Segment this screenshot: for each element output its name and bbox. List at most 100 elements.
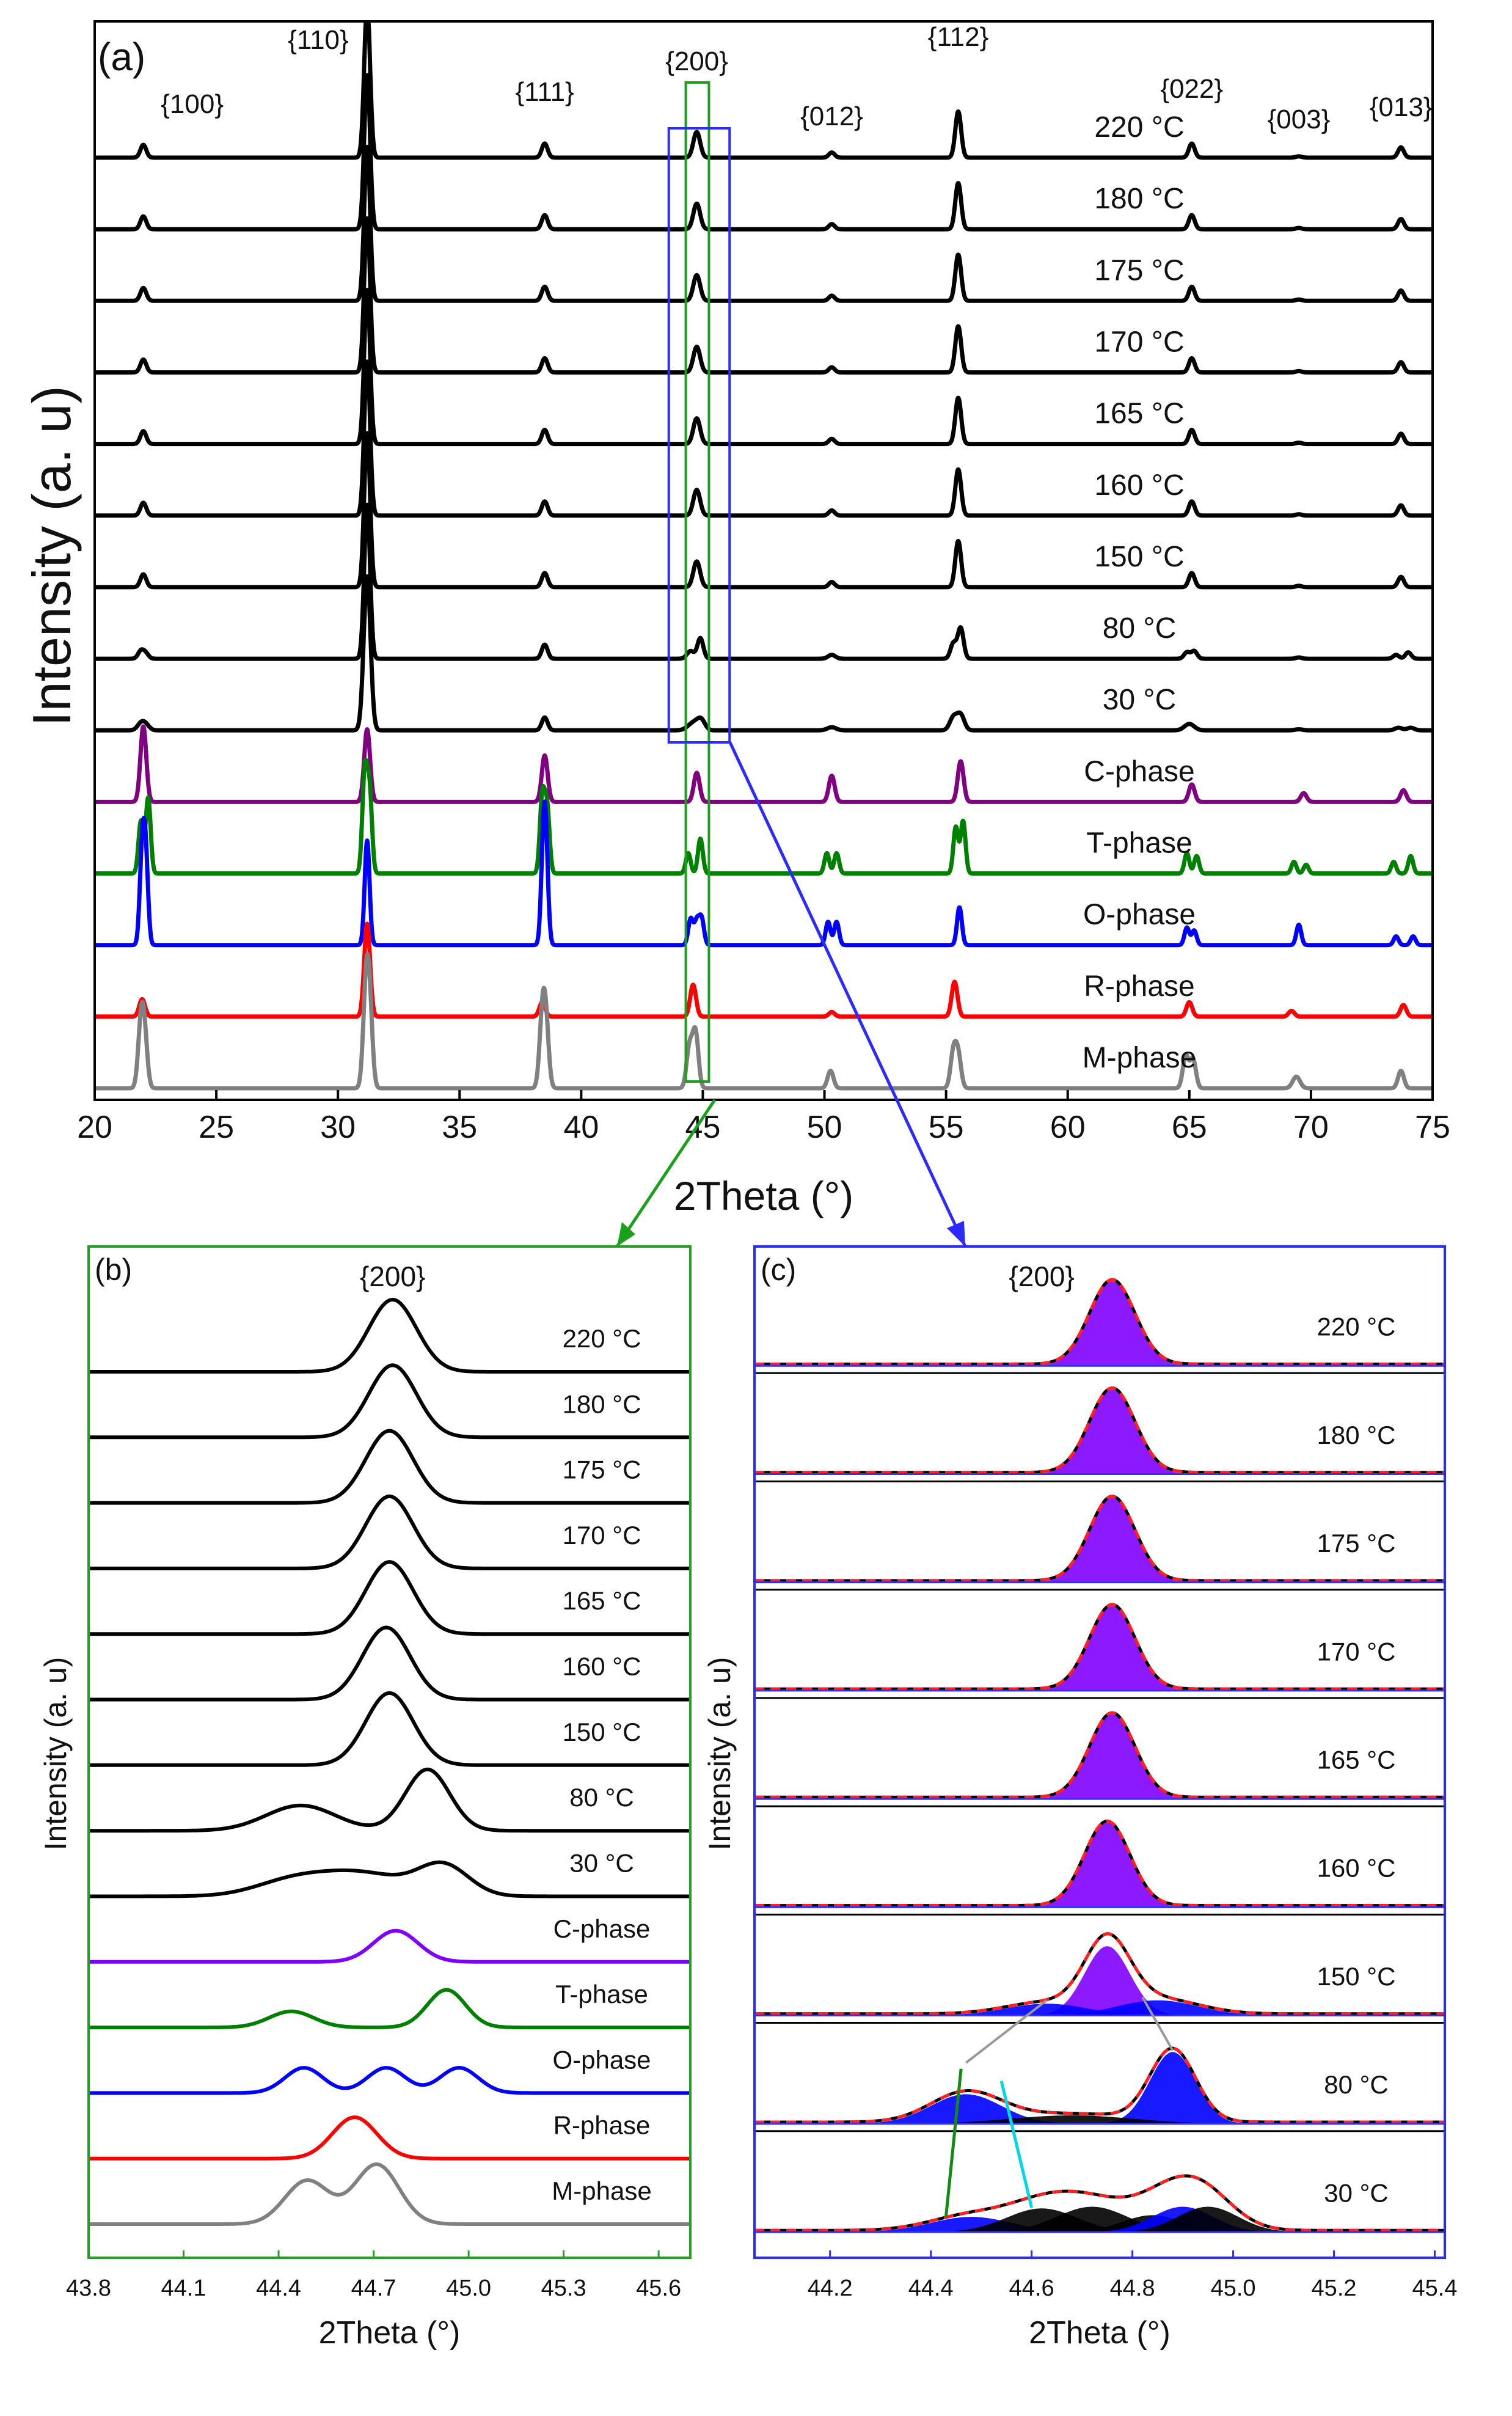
series-label: 80 °C xyxy=(569,1783,634,1812)
series-label: 180 °C xyxy=(1317,1421,1396,1449)
x-tick-label: 45.3 xyxy=(541,2275,586,2301)
panel-b-label: (b) xyxy=(95,1253,132,1287)
x-tick-label: 44.2 xyxy=(808,2275,853,2301)
reflection-label: {110} xyxy=(288,25,349,55)
fit-line xyxy=(754,1386,1445,1474)
series-label: 220 °C xyxy=(1094,111,1184,144)
fit-line xyxy=(754,1603,1445,1691)
x-tick-label: 44.4 xyxy=(908,2275,954,2301)
x-tick-label: 70 xyxy=(1293,1110,1329,1145)
x-tick-label: 45.0 xyxy=(446,2275,491,2301)
series-label: 165 °C xyxy=(563,1586,641,1615)
series-line xyxy=(93,758,1434,876)
series-line xyxy=(87,1429,692,1505)
x-tick-label: 40 xyxy=(563,1110,599,1145)
green-connector-line xyxy=(615,1099,717,1248)
series-label: 175 °C xyxy=(563,1455,641,1484)
series-line xyxy=(93,724,1434,804)
green-zoom-box xyxy=(684,81,710,1083)
series-line xyxy=(87,1363,692,1440)
series-line xyxy=(87,1691,692,1767)
fit-component-cubic xyxy=(754,1823,1445,1908)
panel-b: 220 °C 180 °C 175 °C 170 °C 165 °C 160 °C 150 … xyxy=(38,1245,692,2351)
fit-line xyxy=(754,1711,1445,1799)
fit-component-cubic xyxy=(754,1946,1445,2016)
series-label: O-phase xyxy=(552,2045,651,2074)
y-axis-title: Intensity (a. u) xyxy=(38,1657,73,1851)
series-line xyxy=(93,431,1434,590)
fit-component-tetragonal xyxy=(754,2206,1445,2232)
reflection-label: {022} xyxy=(1160,74,1223,104)
reflection-label: {111} xyxy=(515,77,574,107)
series-label: 165 °C xyxy=(1317,1745,1396,1774)
peak-label: {200} xyxy=(360,1261,425,1292)
series-line xyxy=(93,574,1434,733)
x-tick-label: 45.6 xyxy=(636,2275,681,2301)
x-tick-label: 50 xyxy=(807,1110,842,1145)
series-line xyxy=(93,359,1434,518)
series-label: 150 °C xyxy=(1317,1962,1396,1991)
reflection-label: {200} xyxy=(665,46,728,76)
fit-line xyxy=(754,2046,1445,2124)
series-line xyxy=(93,288,1434,447)
series-label: 175 °C xyxy=(1317,1529,1396,1558)
series-label: M-phase xyxy=(1083,1042,1197,1074)
panel-a: 220 °C 180 °C 175 °C 170 °C 165 °C 160 °C 150 … xyxy=(21,20,1450,1218)
series-label: 170 °C xyxy=(1094,326,1184,358)
series-line xyxy=(93,799,1434,948)
series-label: M-phase xyxy=(552,2176,651,2205)
x-tick-label: 45 xyxy=(685,1110,721,1145)
series-line xyxy=(87,1988,692,2030)
series-label: 180 °C xyxy=(1094,183,1184,215)
series-line xyxy=(87,1494,692,1570)
plot-frame xyxy=(753,1245,1446,2259)
series-label: 30 °C xyxy=(1103,684,1177,716)
fit-component-cubic xyxy=(754,1389,1445,1474)
gray-tracking-arrow xyxy=(1141,1996,1174,2051)
cyan-tracking-arrow xyxy=(999,2081,1034,2208)
series-line xyxy=(87,2162,692,2226)
green-arrowhead xyxy=(617,1222,635,1246)
series-label: 30 °C xyxy=(569,1848,634,1877)
panel-c: 220 °C 180 °C 175 °C 170 °C 165 °C 160 °C 150 … xyxy=(703,1245,1457,2351)
series-line xyxy=(93,921,1434,1019)
x-tick-label: 44.8 xyxy=(1110,2275,1155,2301)
x-tick-label: 43.8 xyxy=(66,2275,111,2301)
series-label: 160 °C xyxy=(1094,469,1184,502)
panel-a-label: (a) xyxy=(98,35,145,79)
fit-component-cubic xyxy=(754,1281,1445,1366)
series-label: 80 °C xyxy=(1324,2070,1389,2099)
series-line xyxy=(87,1860,692,1898)
series-line xyxy=(87,1560,692,1636)
x-tick-label: 65 xyxy=(1172,1110,1207,1145)
series-line xyxy=(93,952,1434,1091)
x-tick-label: 45.2 xyxy=(1312,2275,1357,2301)
series-line xyxy=(87,1767,692,1833)
reflection-label: {112} xyxy=(928,22,989,52)
y-axis-title: Intensity (a. u) xyxy=(703,1657,737,1851)
series-line xyxy=(87,2066,692,2095)
series-label: 220 °C xyxy=(563,1324,641,1353)
x-tick-label: 55 xyxy=(929,1110,964,1145)
x-axis-title: 2Theta (°) xyxy=(674,1173,853,1218)
series-label: 170 °C xyxy=(1317,1637,1396,1666)
peak-label: {200} xyxy=(1009,1261,1074,1292)
fit-component-cubic xyxy=(754,1498,1445,1583)
series-label: 165 °C xyxy=(1094,398,1184,430)
series-line xyxy=(93,73,1434,232)
reflection-label: {003} xyxy=(1268,104,1331,134)
series-line xyxy=(87,1625,692,1702)
x-tick-label: 60 xyxy=(1050,1110,1086,1145)
series-line xyxy=(87,1928,692,1964)
plot-frame xyxy=(93,20,1434,1101)
series-label: T-phase xyxy=(1086,827,1192,860)
series-line xyxy=(87,1298,692,1374)
x-tick-label: 25 xyxy=(199,1110,234,1145)
green-tracking-arrow xyxy=(944,2068,963,2217)
series-label: C-phase xyxy=(553,1914,651,1943)
series-label: R-phase xyxy=(1084,970,1194,1003)
fit-component-cubic xyxy=(754,1606,1445,1691)
reflection-label: {100} xyxy=(161,89,224,119)
fit-line xyxy=(754,1278,1445,1366)
